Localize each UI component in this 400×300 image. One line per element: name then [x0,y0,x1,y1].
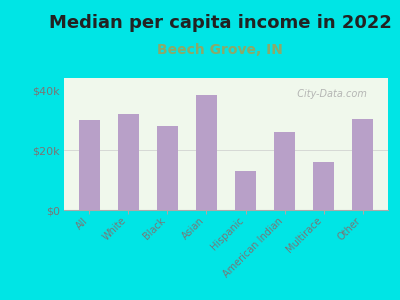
Bar [118,114,139,210]
Bar [235,171,256,210]
Bar [196,94,217,210]
Bar [313,162,334,210]
Bar [274,132,295,210]
Text: Beech Grove, IN: Beech Grove, IN [157,44,283,58]
Bar [157,126,178,210]
Text: City-Data.com: City-Data.com [291,89,367,99]
Bar [79,120,100,210]
Text: Median per capita income in 2022: Median per capita income in 2022 [48,14,392,32]
Bar [352,118,373,210]
